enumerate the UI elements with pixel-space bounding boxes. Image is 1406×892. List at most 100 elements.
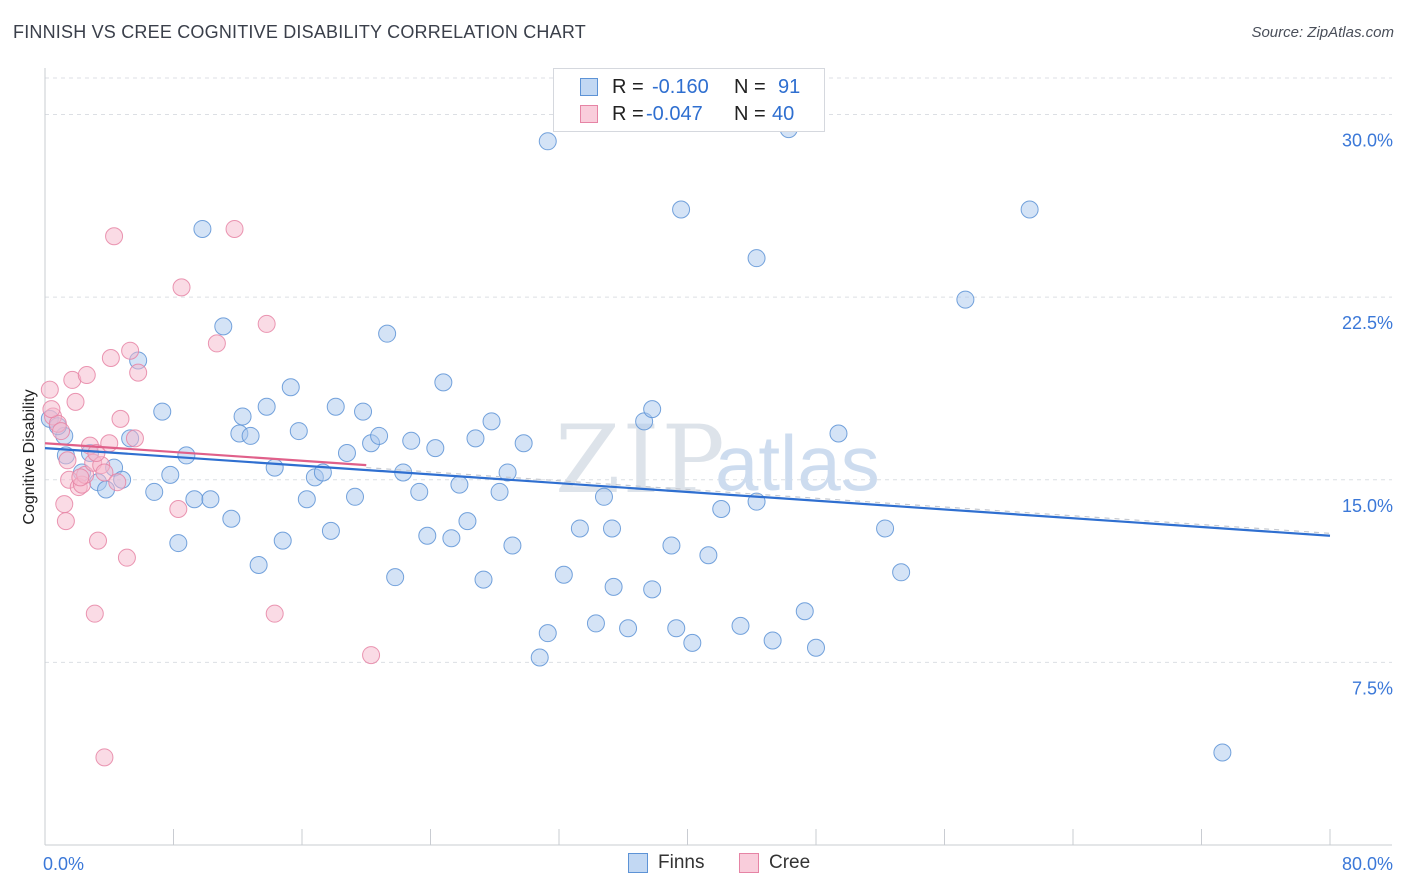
y-axis-title: Cognitive Disability (21, 389, 38, 524)
cree-point (121, 341, 140, 360)
finns-trend-line (44, 447, 1331, 537)
finns-point (153, 402, 172, 421)
watermark-atlas: atlas (715, 419, 880, 507)
finns-legend-swatch (628, 853, 648, 873)
cree-point (117, 548, 136, 567)
finns-point (273, 531, 292, 550)
finns-point (249, 555, 268, 574)
finns-point (554, 565, 573, 584)
finns-point (795, 602, 814, 621)
finns-point (503, 536, 522, 555)
finns-point (161, 465, 180, 484)
finns-point (538, 132, 557, 151)
cree-point (207, 334, 226, 353)
y-tick-label: 30.0% (1342, 131, 1393, 151)
source-label: Source: ZipAtlas.com (1251, 24, 1394, 41)
finns-point (214, 317, 233, 336)
finns-point (289, 422, 308, 441)
finns-point (193, 219, 212, 238)
finns-point (643, 400, 662, 419)
chart-title: FINNISH VS CREE COGNITIVE DISABILITY COR… (13, 22, 586, 42)
finns-point (201, 490, 220, 509)
y-tick-label: 22.5% (1342, 313, 1393, 333)
finns-trend-dashed (366, 466, 1331, 534)
finns-point (683, 633, 702, 652)
finns-point (530, 648, 549, 667)
finns-point (514, 434, 533, 453)
finns-point (378, 324, 397, 343)
finns-point (418, 526, 437, 545)
finns-point (402, 431, 421, 450)
finns-point (672, 200, 691, 219)
finns-point (643, 580, 662, 599)
legend-n-label: N = (734, 102, 766, 125)
finns-point (321, 521, 340, 540)
finns-point (434, 373, 453, 392)
cree-point (89, 531, 108, 550)
finns-point (185, 490, 204, 509)
cree-legend-label: Cree (769, 852, 811, 873)
finns-point (604, 577, 623, 596)
axes-layer (44, 68, 1392, 846)
trend-layer (44, 442, 1331, 537)
finns-point (442, 529, 461, 548)
cree-point (105, 227, 124, 246)
legend-r-value: -0.160 (652, 75, 709, 98)
cree-point (71, 468, 90, 487)
bottom-legend-finns: Finns (628, 852, 704, 874)
cree-point (52, 422, 71, 441)
cree-legend-swatch (739, 853, 759, 873)
finns-point (458, 512, 477, 531)
finns-point (807, 638, 825, 657)
finns-point (892, 563, 911, 582)
legend-r-value: -0.047 (646, 102, 703, 125)
cree-point (108, 473, 127, 492)
finns-point (326, 397, 345, 416)
finns-point (662, 536, 681, 555)
finns-point (876, 519, 895, 538)
finns-point (731, 616, 750, 635)
finns-point (145, 482, 164, 501)
legend-n-label: N = (734, 75, 766, 98)
cree-point (111, 409, 130, 428)
finns-point (594, 487, 613, 506)
cree-point (225, 219, 244, 238)
finns-point (956, 290, 975, 309)
finns-point (346, 487, 365, 506)
x-tick-label: 80.0% (1342, 854, 1393, 874)
finns-point (410, 482, 429, 501)
points-layer (40, 120, 1232, 767)
finns-point (386, 568, 405, 587)
cree-point (66, 392, 85, 411)
cree-trend-line (44, 442, 367, 467)
finns-point (1213, 743, 1232, 762)
watermark: ZIP atlas (555, 406, 880, 515)
finns-point (474, 570, 493, 589)
cree-point (77, 366, 96, 385)
cree-point (55, 495, 74, 514)
finns-point (222, 509, 241, 528)
finns-point (466, 429, 485, 448)
legend-r-label: R = (612, 102, 644, 125)
cree-point (85, 604, 104, 623)
y-tick-label: 15.0% (1342, 496, 1393, 516)
cree-point (58, 451, 77, 470)
cree-swatch (580, 105, 598, 123)
finns-point (667, 619, 686, 638)
cree-point (56, 512, 75, 531)
cree-point (95, 463, 114, 482)
cree-point (129, 363, 148, 382)
finns-legend-label: Finns (658, 852, 705, 873)
x-tick-label: 0.0% (43, 854, 84, 874)
grid-layer (45, 77, 1392, 663)
finns-point (763, 631, 782, 650)
cree-point (257, 314, 276, 333)
finns-point (169, 534, 188, 553)
finns-point (257, 397, 276, 416)
legend-n-value: 91 (778, 75, 801, 98)
cree-point (125, 429, 144, 448)
cree-point (40, 380, 59, 399)
finns-point (538, 624, 557, 643)
finns-point (265, 458, 284, 477)
